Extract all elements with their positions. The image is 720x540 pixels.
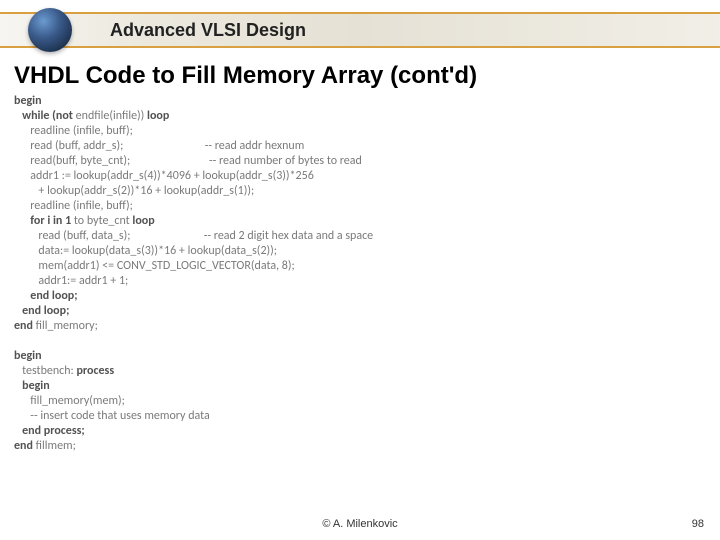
vhdl-code-block: begin while (not endfile(infile)) loop r… bbox=[14, 94, 706, 454]
globe-icon bbox=[28, 8, 72, 52]
slide-title: VHDL Code to Fill Memory Array (cont'd) bbox=[14, 62, 477, 90]
footer-page-number: 98 bbox=[692, 518, 704, 530]
footer-copyright: © A. Milenkovic bbox=[322, 518, 397, 530]
header-background bbox=[0, 12, 720, 48]
header-band: Advanced VLSI Design bbox=[0, 12, 720, 48]
course-header-title: Advanced VLSI Design bbox=[110, 20, 306, 41]
